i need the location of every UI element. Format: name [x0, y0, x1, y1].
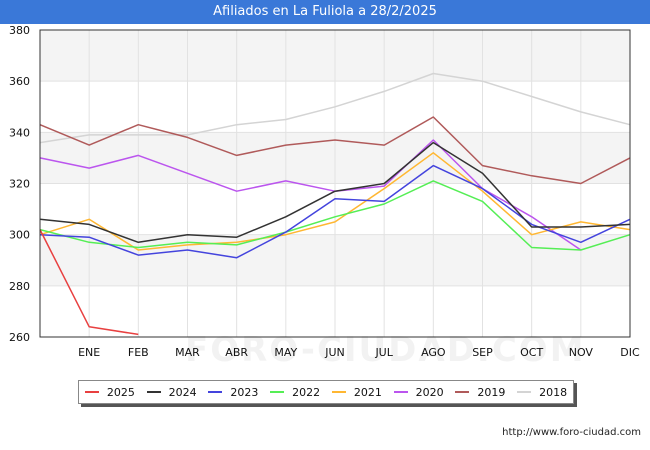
x-tick-label: DIC — [620, 346, 640, 359]
y-tick-label: 380 — [9, 24, 30, 37]
legend-item-2018: 2018 — [517, 386, 567, 399]
legend-label: 2025 — [106, 385, 135, 399]
legend-item-2020: 2020 — [393, 385, 444, 399]
x-tick-label: ABR — [225, 346, 248, 359]
legend-item-2022: 2022 — [270, 386, 320, 399]
legend-label: 2020 — [415, 385, 444, 399]
x-tick-label: JUN — [324, 346, 345, 359]
series-line-2024 — [39, 141, 631, 244]
x-tick-label: MAY — [274, 346, 297, 359]
legend-item-2024: 2024 — [146, 385, 197, 399]
x-tick-label: MAR — [175, 346, 200, 359]
series-line-2018 — [39, 72, 631, 144]
legend-swatch — [393, 391, 408, 393]
plot-frame — [39, 29, 631, 338]
y-tick-label: 320 — [9, 178, 30, 191]
legend-swatch — [331, 391, 346, 393]
legend-label: 2019 — [477, 385, 506, 399]
x-tick-label: FEB — [128, 346, 149, 359]
series-line-2022 — [39, 180, 631, 251]
x-tick-label: SEP — [472, 346, 493, 359]
y-tick-label: 360 — [9, 75, 30, 88]
legend-label: 2018 — [539, 385, 568, 399]
legend-swatch — [146, 391, 161, 393]
chart-title: Afiliados en La Fuliola a 28/2/2025 — [0, 0, 650, 24]
legend-swatch — [455, 391, 470, 393]
legend-item-2019: 2019 — [455, 386, 505, 399]
watermark: FORO-CIUDAD.COM — [185, 330, 586, 370]
series-line-2021 — [39, 152, 631, 251]
y-tick-label: 340 — [9, 126, 30, 139]
source-url[interactable]: http://www.foro-ciudad.com — [502, 427, 641, 438]
legend-label: 2022 — [292, 385, 321, 399]
series-line-2020 — [39, 139, 582, 251]
legend-label: 2023 — [230, 385, 259, 399]
y-tick-label: 280 — [9, 280, 30, 293]
y-tick-label: 260 — [9, 331, 30, 344]
legend-swatch — [84, 391, 99, 393]
series-line-2025 — [39, 229, 139, 336]
legend: 2025 2024 2023 2022 2021 2020 2019 2018 — [78, 380, 574, 404]
legend-swatch — [517, 391, 532, 393]
legend-swatch — [270, 391, 285, 393]
x-tick-label: OCT — [520, 346, 543, 359]
y-tick-label: 300 — [9, 229, 30, 242]
x-tick-label: NOV — [569, 346, 594, 359]
x-tick-label: JUL — [374, 346, 393, 359]
series-line-2019 — [39, 116, 631, 185]
legend-item-2023: 2023 — [208, 386, 258, 399]
legend-item-2025: 2025 — [84, 385, 135, 399]
x-tick-label: AGO — [421, 346, 446, 359]
x-tick-label: ENE — [78, 346, 100, 359]
legend-item-2021: 2021 — [331, 385, 382, 399]
legend-swatch — [208, 391, 223, 393]
legend-label: 2024 — [168, 385, 197, 399]
legend-label: 2021 — [353, 385, 382, 399]
series-line-2023 — [39, 164, 631, 259]
